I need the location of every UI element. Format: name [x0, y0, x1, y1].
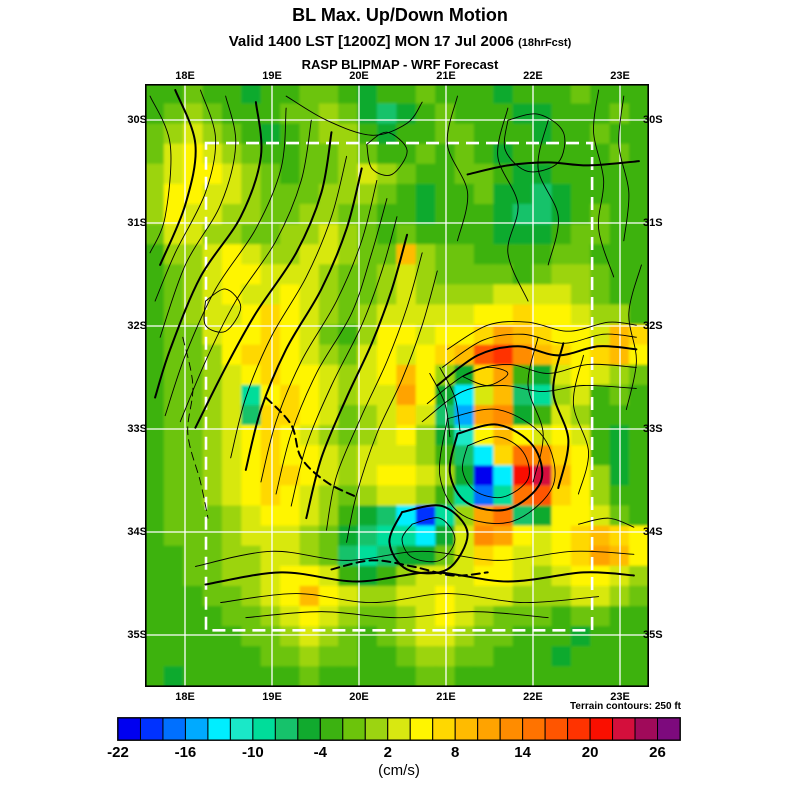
axis-label-bottom-19E: 19E — [262, 691, 282, 703]
colorbar-cell — [589, 717, 614, 741]
colorbar-cell — [387, 717, 411, 741]
map-canvas — [145, 84, 649, 687]
colorbar-cell — [162, 717, 186, 741]
colorbar-tick-8: 8 — [451, 744, 460, 761]
terrain-contours — [149, 89, 642, 619]
axis-label-left-34S: 34S — [127, 526, 147, 539]
colorbar-cell — [342, 717, 366, 741]
axis-label-right-34S: 34S — [643, 526, 663, 539]
colorbar-tick-26: 26 — [649, 744, 666, 761]
colorbar-cell — [657, 717, 681, 741]
axis-label-bottom-23E: 23E — [610, 691, 630, 703]
colorbar-cell — [117, 717, 141, 741]
colorbar-tick-20: 20 — [581, 744, 599, 761]
valid-time-line: Valid 1400 LST [1200Z] MON 17 Jul 2006 (… — [0, 33, 800, 50]
axis-label-left-35S: 35S — [127, 628, 147, 641]
colorbar-unit: (cm/s) — [378, 762, 420, 779]
colorbar-tick--10: -10 — [242, 744, 264, 761]
terrain-note: Terrain contours: 250 ft — [570, 701, 681, 712]
axis-label-bottom-22E: 22E — [523, 691, 543, 703]
colorbar — [117, 717, 681, 741]
colorbar-cell — [477, 717, 501, 741]
map-frame — [145, 84, 649, 687]
colorbar-cell — [409, 717, 434, 741]
colorbar-cell — [139, 717, 164, 741]
colorbar-cell — [297, 717, 321, 741]
colorbar-tick--22: -22 — [107, 744, 129, 761]
valid-time: Valid 1400 LST [1200Z] MON 17 Jul 2006 — [228, 33, 519, 50]
colorbar-cell — [319, 717, 344, 741]
axis-label-right-32S: 32S — [643, 319, 663, 332]
colorbar-cell — [207, 717, 231, 741]
axis-label-right-33S: 33S — [643, 422, 663, 435]
axis-label-top-21E: 21E — [436, 70, 456, 82]
model-line: RASP BLIPMAP - WRF Forecast — [301, 57, 499, 72]
axis-label-left-30S: 30S — [127, 113, 147, 126]
colorbar-cell — [229, 717, 254, 741]
colorbar-cell — [252, 717, 276, 741]
axis-label-left-32S: 32S — [127, 319, 147, 332]
axis-label-left-33S: 33S — [127, 422, 147, 435]
colorbar-cell — [274, 717, 299, 741]
axis-label-bottom-20E: 20E — [349, 691, 369, 703]
colorbar-cell — [454, 717, 479, 741]
colorbar-cell — [432, 717, 456, 741]
colorbar-cell — [184, 717, 209, 741]
axis-label-top-20E: 20E — [349, 70, 369, 82]
axis-label-right-35S: 35S — [643, 628, 663, 641]
axis-label-top-23E: 23E — [610, 70, 630, 82]
heatmap-cells — [145, 84, 649, 687]
colorbar-tick--4: -4 — [313, 744, 327, 761]
page-title: BL Max. Up/Down Motion — [292, 5, 508, 25]
colorbar-tick--16: -16 — [174, 744, 197, 761]
forecast-map — [145, 84, 649, 687]
colorbar-cell — [499, 717, 524, 741]
forecast-hours-tag: (18hrFcst) — [518, 37, 572, 49]
axis-label-right-31S: 31S — [643, 216, 663, 229]
axis-label-left-31S: 31S — [127, 216, 147, 229]
axis-label-top-19E: 19E — [262, 70, 282, 82]
colorbar-cell — [567, 717, 591, 741]
colorbar-cell — [364, 717, 389, 741]
axis-label-top-18E: 18E — [175, 70, 195, 82]
axis-label-top-22E: 22E — [523, 70, 543, 82]
colorbar-cell — [634, 717, 659, 741]
colorbar-tick-2: 2 — [383, 744, 392, 761]
axis-label-bottom-18E: 18E — [175, 691, 195, 703]
axis-label-bottom-21E: 21E — [436, 691, 456, 703]
axis-label-right-30S: 30S — [643, 113, 663, 126]
colorbar-cell — [544, 717, 569, 741]
colorbar-canvas — [117, 717, 681, 741]
colorbar-tick-14: 14 — [514, 744, 531, 761]
inner-domain-box — [204, 141, 594, 632]
colorbar-cell — [612, 717, 636, 741]
colorbar-cell — [522, 717, 546, 741]
